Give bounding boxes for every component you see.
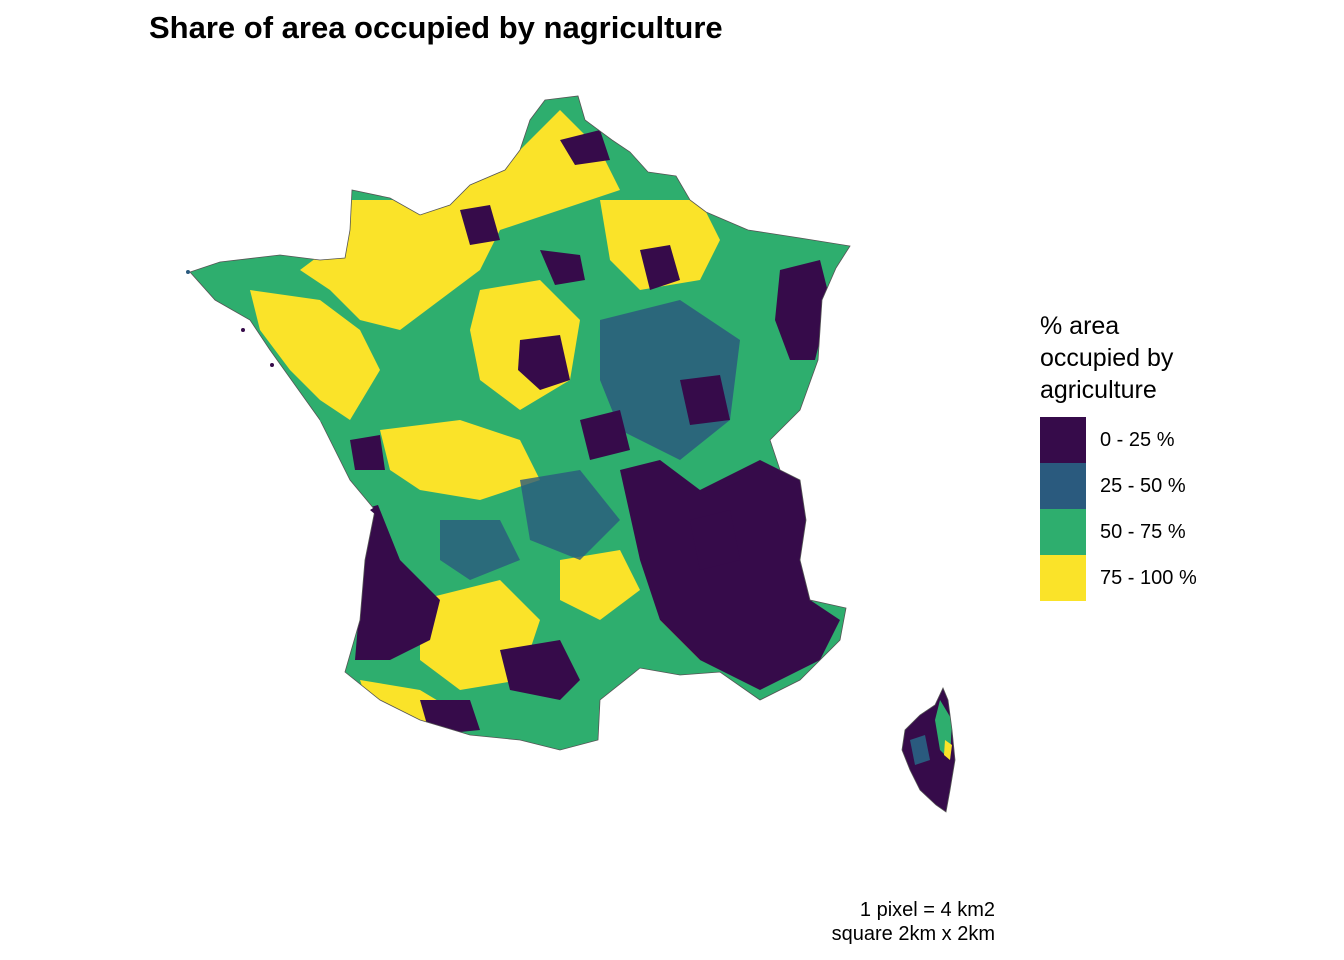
legend-item: 25 - 50 %: [1040, 463, 1320, 509]
legend-title: % area occupied by agriculture: [1040, 310, 1320, 406]
legend-swatch: [1040, 417, 1086, 463]
map-svg: [186, 95, 956, 813]
map-title: Share of area occupied by nagriculture: [149, 10, 723, 45]
legend-title-line: occupied by: [1040, 344, 1174, 372]
legend: % area occupied by agriculture 0 - 25 % …: [1040, 310, 1320, 601]
legend-label: 25 - 50 %: [1100, 474, 1186, 497]
legend-title-line: % area: [1040, 312, 1120, 340]
caption-line: 1 pixel = 4 km2: [859, 899, 995, 921]
legend-label: 75 - 100 %: [1100, 566, 1197, 589]
france-map: [180, 88, 980, 818]
legend-title-line: agriculture: [1040, 376, 1157, 404]
caption: 1 pixel = 4 km2 square 2km x 2km: [832, 898, 995, 946]
legend-item: 0 - 25 %: [1040, 417, 1320, 463]
legend-item: 75 - 100 %: [1040, 555, 1320, 601]
legend-swatch: [1040, 509, 1086, 555]
legend-item: 50 - 75 %: [1040, 509, 1320, 555]
legend-label: 50 - 75 %: [1100, 520, 1186, 543]
legend-swatch: [1040, 555, 1086, 601]
mainland-raster: [190, 96, 850, 750]
caption-line: square 2km x 2km: [831, 923, 995, 945]
legend-label: 0 - 25 %: [1100, 428, 1175, 451]
legend-swatch: [1040, 463, 1086, 509]
